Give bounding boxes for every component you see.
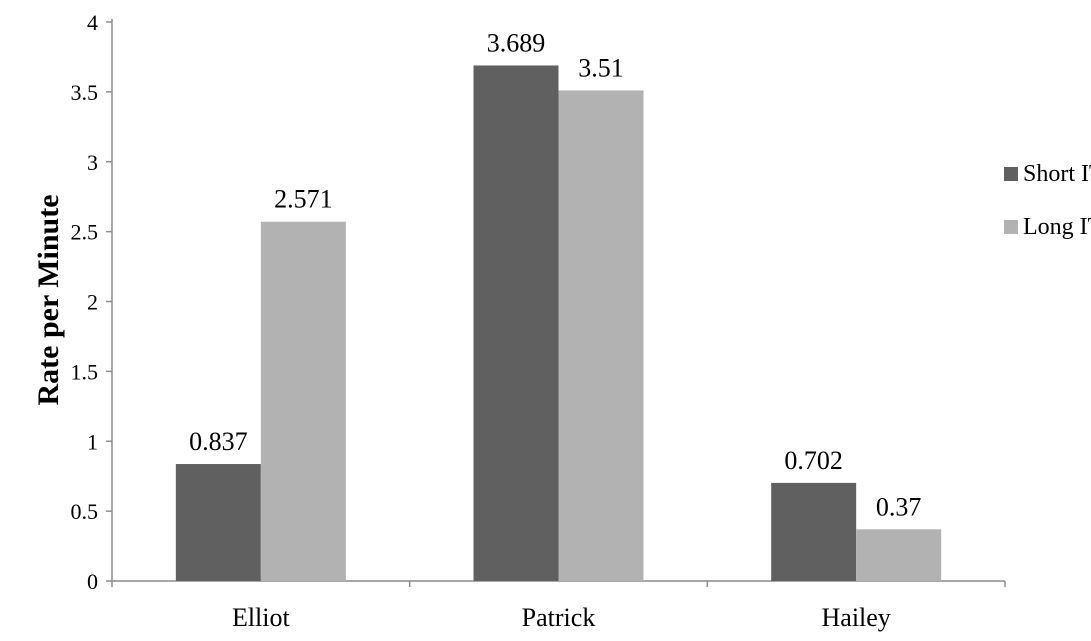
y-axis-title: Rate per Minute [32,194,65,405]
bar [260,221,346,581]
bar [856,529,942,581]
y-axis: 0 0.5 1 1.5 2 2.5 3 3.5 4 [71,10,113,594]
legend-swatch [1004,220,1018,234]
bar [473,65,559,581]
y-tick-label: 4 [87,10,98,35]
y-tick-label: 2.5 [71,220,99,245]
bar-value-label: 0.37 [876,492,922,521]
legend: Short ITI Long ITI [1004,161,1091,240]
x-category-label: Patrick [522,603,596,632]
y-tick-label: 2 [87,290,98,315]
legend-label: Long ITI [1023,214,1091,240]
bar-value-label: 0.837 [189,427,248,456]
y-tick-label: 3 [87,150,98,175]
bar [771,482,857,581]
x-category-label: Elliot [232,603,291,632]
bar-value-label: 0.702 [784,446,843,475]
x-axis: Elliot Patrick Hailey [111,580,1006,632]
x-category-label: Hailey [822,603,891,632]
legend-swatch [1004,167,1018,181]
bar [558,90,644,581]
bar-value-label: 3.689 [487,28,546,57]
bar-value-label: 2.571 [274,185,333,214]
y-tick-label: 1 [87,429,98,454]
y-tick-label: 0.5 [71,499,99,524]
legend-label: Short ITI [1023,161,1091,187]
y-tick-label: 0 [87,569,98,594]
bar [175,464,261,581]
bars [175,65,942,581]
y-tick-label: 1.5 [71,359,99,384]
bar-value-label: 3.51 [578,53,624,82]
data-labels: 0.837 2.571 3.689 3.51 0.702 0.37 [189,28,921,521]
y-tick-label: 3.5 [71,80,99,105]
